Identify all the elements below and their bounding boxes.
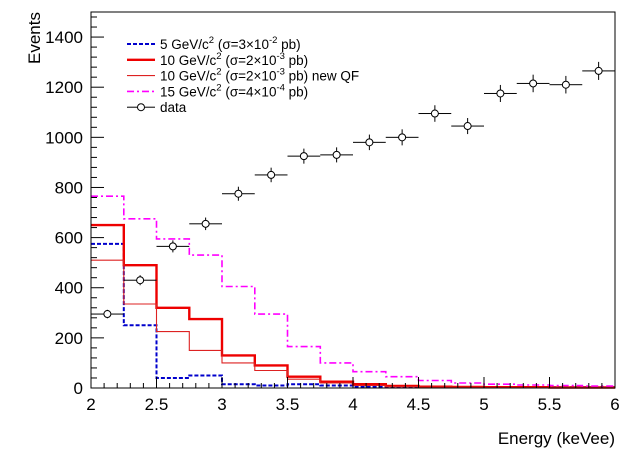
legend-swatch-data <box>127 103 155 112</box>
legend-label-data: data <box>160 100 187 115</box>
data-point <box>418 105 452 122</box>
legend-label: 15 GeV/c2 (σ=4×10-4 pb) <box>160 82 308 99</box>
y-tick-label: 1200 <box>45 78 83 97</box>
y-tick-label: 1000 <box>45 128 83 147</box>
x-tick-label: 3 <box>217 395 226 414</box>
x-tick-label: 4.5 <box>407 395 431 414</box>
data-point <box>123 275 157 286</box>
data-point <box>484 84 517 102</box>
y-tick-label: 0 <box>74 379 83 398</box>
axes-layer: 2 2.5 3 3.5 4 4.5 5 5.5 6 0 200 400 600 800 1000 1200 14… <box>45 16 620 414</box>
data-point <box>451 118 484 135</box>
data-point <box>254 167 288 183</box>
data-point <box>385 129 419 146</box>
x-tick-label: 5.5 <box>538 395 562 414</box>
y-tick-label: 200 <box>55 329 83 348</box>
legend-label: 10 GeV/c2 (σ=2×10-3 pb) <box>160 51 308 68</box>
data-point <box>320 147 353 163</box>
data-points-layer <box>91 61 615 319</box>
x-tick-label: 3.5 <box>276 395 300 414</box>
legend-label: 10 GeV/c2 (σ=2×10-3 pb) new QF <box>160 67 359 84</box>
data-point <box>156 240 190 253</box>
data-point <box>516 74 550 93</box>
data-point <box>189 217 222 231</box>
x-tick-label: 2 <box>86 395 95 414</box>
x-tick-label: 2.5 <box>145 395 169 414</box>
y-tick-label: 400 <box>55 279 83 298</box>
x-tick-label: 5 <box>479 395 488 414</box>
data-point <box>549 75 583 94</box>
data-point <box>287 148 321 164</box>
y-tick-label: 1400 <box>45 28 83 47</box>
legend-label: 5 GeV/c2 (σ=3×10-2 pb) <box>160 35 301 52</box>
legend: 5 GeV/c2 (σ=3×10-2 pb)10 GeV/c2 (σ=2×10-… <box>127 35 359 115</box>
x-tick-label: 4 <box>348 395 357 414</box>
data-point <box>353 134 386 151</box>
data-point <box>222 186 255 201</box>
x-tick-label: 6 <box>610 395 619 414</box>
data-point <box>91 309 124 319</box>
x-axis-title: Energy (keVee) <box>498 429 615 448</box>
y-tick-label: 600 <box>55 229 83 248</box>
y-tick-label: 800 <box>55 178 83 197</box>
y-axis-title: Events <box>25 12 44 64</box>
data-point <box>582 61 615 80</box>
